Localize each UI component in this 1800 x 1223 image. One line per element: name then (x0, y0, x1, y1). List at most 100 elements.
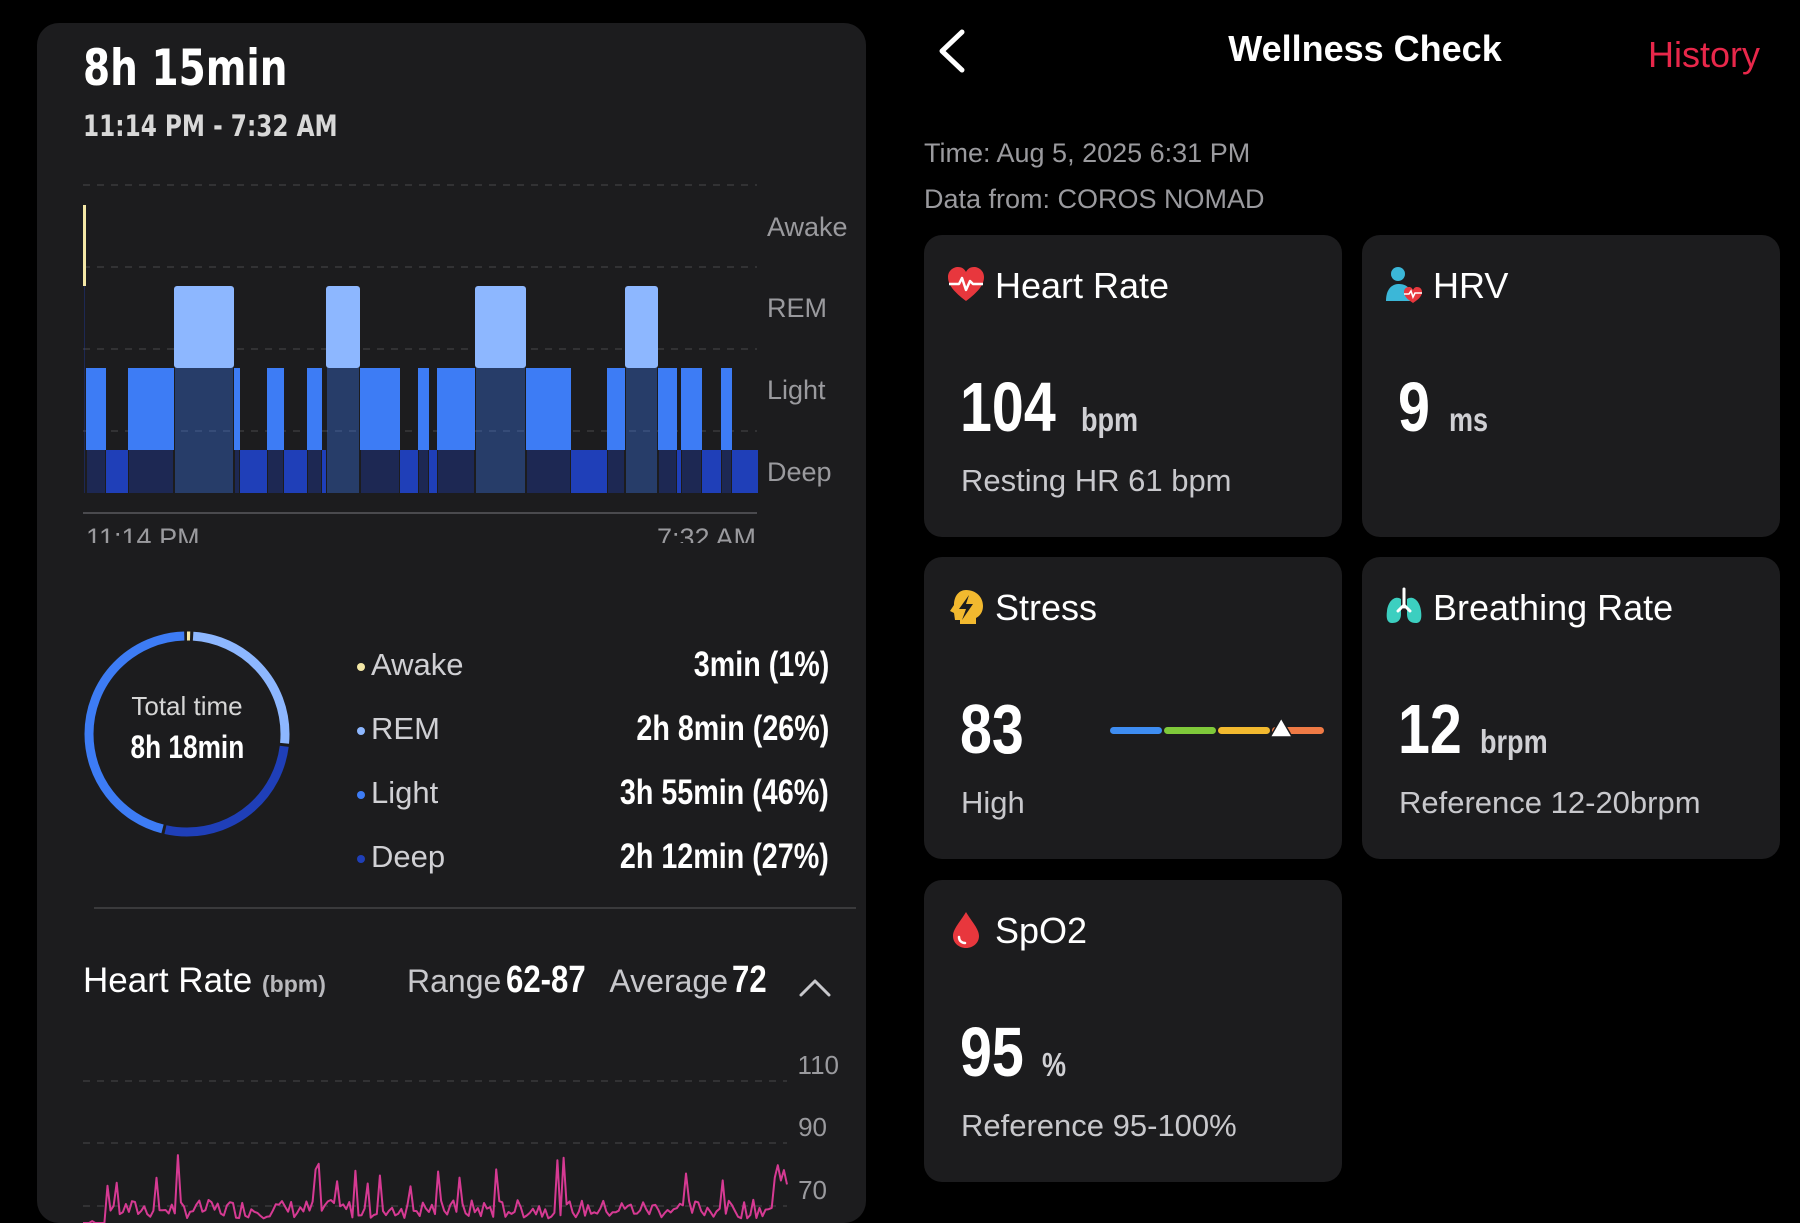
hypnogram-block (526, 368, 571, 450)
chevron-left-icon[interactable] (932, 26, 972, 76)
spo2-value: 95 (960, 1013, 1024, 1091)
hr-average-value: 72 (732, 959, 768, 1001)
hypnogram-block (625, 286, 658, 368)
hypnogram-block (681, 368, 702, 450)
chevron-up-icon[interactable] (795, 973, 835, 1003)
hr-range-value: 62-87 (505, 959, 586, 1001)
hypnogram-fill (327, 368, 359, 493)
hypnogram-fill (84, 286, 85, 493)
hrv-card[interactable]: HRV 9 ms (1362, 235, 1780, 537)
hr-chart-title: Heart Rate (bpm) (83, 961, 326, 1001)
hypnogram-fill (659, 450, 676, 493)
hypnogram-fill (308, 450, 321, 493)
stage-name: Deep (371, 839, 446, 874)
hypnogram-fill (419, 450, 428, 493)
hypnogram-block (437, 368, 475, 450)
stage-name: Light (371, 775, 439, 810)
heart-rate-unit: bpm (1081, 401, 1139, 438)
card-title: Breathing Rate (1433, 587, 1674, 628)
hypnogram-fill (268, 450, 283, 493)
stage-name: REM (371, 711, 440, 746)
hypnogram-bars (83, 205, 758, 493)
donut-segments (84, 631, 290, 837)
hypnogram-block (284, 450, 307, 493)
hypnogram-block (83, 205, 86, 286)
hypnogram-block (418, 368, 429, 450)
blood-drop-icon (953, 912, 979, 948)
spo2-card[interactable]: SpO2 95 % Reference 95-100% (924, 880, 1342, 1182)
card-title: HRV (1433, 265, 1509, 306)
hypnogram-fill (682, 450, 701, 493)
breathing-value: 12 (1398, 690, 1462, 768)
donut-segment (84, 631, 290, 837)
deep-dot (357, 855, 365, 863)
hr-tick-110: 110 (798, 1050, 839, 1080)
sleep-donut-chart (84, 631, 290, 837)
hypnogram-fill (476, 368, 525, 493)
hypnogram-block (571, 450, 607, 493)
card-title: Heart Rate (995, 265, 1170, 306)
stage-value: 3min (1%) (693, 645, 829, 684)
hypnogram-block (174, 286, 234, 368)
stage-row-rem: REM 2h 8min (26%) (357, 707, 829, 757)
heart-pulse-icon (948, 267, 984, 301)
hypnogram-fill (361, 450, 399, 493)
hr-chart-stats: Range 62-87 Average 72 (407, 959, 771, 1002)
person-heart-icon (1386, 267, 1422, 303)
stress-bolt-icon (950, 590, 983, 624)
sleep-time-range: 11:14 PM - 7:32 AM (83, 109, 338, 143)
hrv-value: 9 (1398, 368, 1430, 446)
stage-value: 2h 8min (26%) (636, 709, 829, 748)
stress-card[interactable]: Stress 83 High (924, 557, 1342, 859)
hypnogram-block (429, 450, 437, 493)
stage-row-awake: Awake 3min (1%) (357, 643, 829, 693)
stage-row-deep: Deep 2h 12min (27%) (357, 835, 829, 885)
stage-value: 2h 12min (27%) (620, 837, 829, 876)
hypnogram-block (267, 368, 284, 450)
stage-label-rem: REM (767, 293, 827, 323)
heart-rate-value: 104 (960, 368, 1056, 446)
hrv-unit: ms (1449, 401, 1489, 438)
hypnogram-block (702, 450, 721, 493)
donut-segment (84, 631, 290, 837)
hypnogram-block (360, 368, 400, 450)
hypnogram-block (240, 450, 267, 493)
hr-tick-90: 90 (798, 1112, 827, 1142)
card-value: 9 ms (1398, 367, 1497, 447)
breathing-rate-card[interactable]: Breathing Rate 12 brpm Reference 12-20br… (1362, 557, 1780, 859)
donut-total-value: 8h 18min (81, 729, 293, 766)
spo2-unit: % (1042, 1046, 1067, 1083)
hypnogram-block (721, 368, 732, 450)
hypnogram-block (732, 450, 758, 493)
axis-end-time: 7:32 AM (657, 523, 756, 543)
card-title: Stress (995, 587, 1098, 628)
rem-dot (357, 727, 365, 735)
hr-series-line (83, 1154, 788, 1223)
history-link[interactable]: History (1648, 34, 1761, 75)
heart-rate-card[interactable]: Heart Rate 104 bpm Resting HR 61 bpm (924, 235, 1342, 537)
stage-label-light: Light (767, 375, 826, 405)
donut-total-label: Total time (131, 691, 243, 721)
hypnogram-fill (175, 368, 233, 493)
stage-name: Awake (371, 647, 464, 682)
card-value: 12 brpm (1398, 689, 1563, 769)
breathing-reference: Reference 12-20brpm (1399, 785, 1701, 820)
hypnogram-fill (608, 450, 624, 493)
hr-chart-title-text: Heart Rate (83, 961, 253, 1000)
hypnogram-fill (626, 368, 657, 493)
hypnogram-block (322, 450, 326, 493)
donut-total-value-text: 8h 18min (130, 729, 244, 765)
card-title: SpO2 (995, 910, 1088, 951)
spo2-reference: Reference 95-100% (961, 1108, 1237, 1143)
sleep-panel: 8h 15min 11:14 PM - 7:32 AM Awake REM Li… (37, 23, 866, 1223)
stage-label-deep: Deep (767, 457, 832, 487)
hypnogram-block (658, 368, 677, 450)
hypnogram-block (234, 368, 240, 450)
hypnogram-block (307, 368, 322, 450)
donut-segment (84, 631, 290, 837)
stress-level-marker (1268, 716, 1294, 738)
hr-line-chart: 110 90 70 (83, 1050, 839, 1223)
hypnogram-fill (87, 450, 105, 493)
stage-row-light: Light 3h 55min (46%) (357, 771, 829, 821)
lungs-icon (1386, 587, 1422, 623)
